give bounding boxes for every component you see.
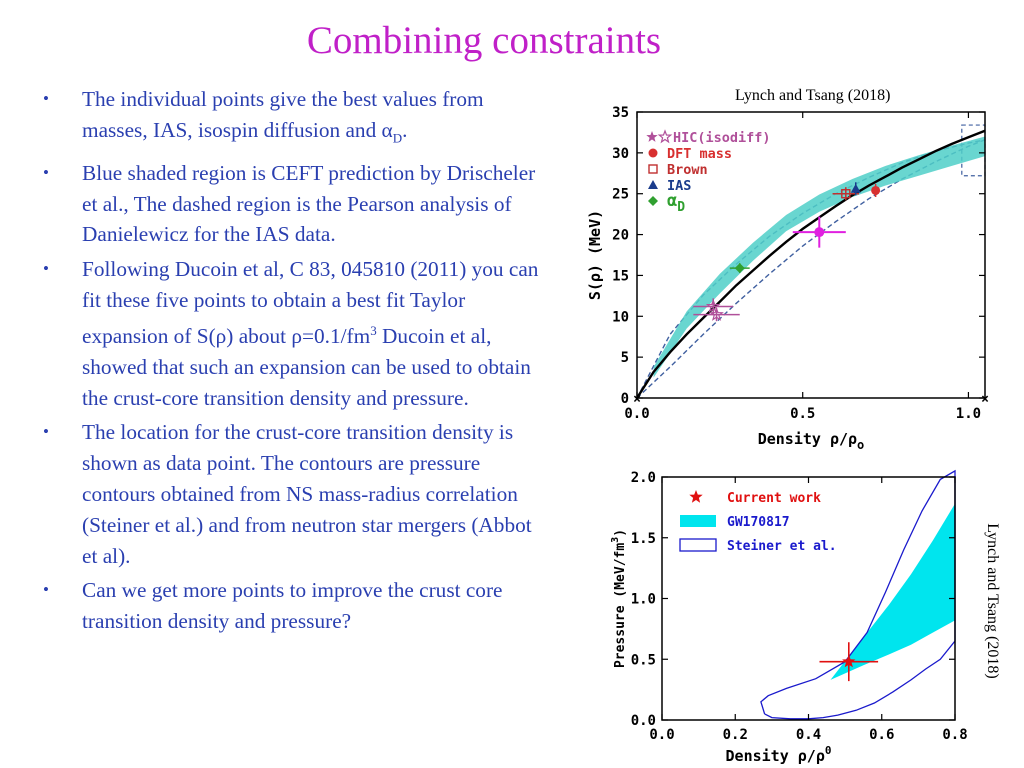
bullet-text: Following Ducoin et al, C 83, 045810 (20… <box>82 257 539 348</box>
legend-marker-open-box <box>679 538 717 552</box>
y-tick-label: 15 <box>612 268 629 284</box>
x-axis-label: Density ρ/ρo <box>758 430 865 452</box>
ceft-band <box>653 136 985 378</box>
legend-label: GW170817 <box>727 515 790 530</box>
legend-label: αD <box>667 191 685 215</box>
legend-label: Current work <box>727 491 821 506</box>
y-tick-label: 2.0 <box>631 470 656 486</box>
bullet-text: Ducoin et al, showed that such an expans… <box>82 323 531 410</box>
legend-marker-circle <box>648 148 658 158</box>
data-point-ias <box>850 183 861 193</box>
bullet-text: Blue shaded region is CEFT prediction by… <box>82 160 536 247</box>
y-axis-label: S(ρ) (MeV) <box>586 210 604 300</box>
current-work-point <box>842 654 856 668</box>
legend-marker-star <box>689 490 703 503</box>
x-tick-label: 0.6 <box>869 727 894 743</box>
x-tick-label: 1.0 <box>956 406 981 422</box>
plot-frame <box>636 111 986 399</box>
y-axis-label: Pressure (MeV/fm3) <box>610 529 628 668</box>
data-point-magenta <box>814 227 825 238</box>
y-tick-label: 0.5 <box>631 652 656 668</box>
corner-marker: × <box>633 392 641 407</box>
x-tick-label: 0.2 <box>723 727 748 743</box>
bullet-subscript: D <box>392 130 403 146</box>
legend-marker-diamond <box>648 196 658 206</box>
y-tick-label: 25 <box>612 187 629 203</box>
bullet-text: The location for the crust-core transiti… <box>82 420 532 568</box>
figure-credit-side: Lynch and Tsang (2018) <box>984 523 1001 679</box>
pressure-density-chart: 0.0 0.2 0.4 0.6 0.8 0.0 0.5 1.0 1.5 2.0 Density ρ/… <box>610 462 980 765</box>
data-point-brown <box>841 189 851 199</box>
legend-label: Brown <box>667 162 708 178</box>
legend-label: DFT mass <box>667 146 732 162</box>
legend-marker-box <box>680 515 716 527</box>
y-tick-label: 35 <box>612 105 629 121</box>
y-tick-label: 1.5 <box>631 531 656 547</box>
y-tick-label: 1.0 <box>631 592 656 608</box>
bullet-text: about ρ=0.1/fm <box>233 323 371 348</box>
y-tick-label: 0 <box>621 391 629 407</box>
y-tick-label: 30 <box>612 146 629 162</box>
x-tick-label: 0.8 <box>942 727 967 743</box>
bullet-list: The individual points give the best valu… <box>40 84 540 641</box>
y-tick-label: 10 <box>612 309 629 325</box>
x-tick-label: 0.0 <box>624 406 649 422</box>
figure-credit-top: Lynch and Tsang (2018) <box>735 87 891 104</box>
corner-marker: × <box>981 392 989 407</box>
bullet-item: Can we get more points to improve the cr… <box>40 575 540 637</box>
slide-title: Combining constraints <box>306 19 662 62</box>
y-tick-label: 0.0 <box>631 713 656 729</box>
y-tick-label: 20 <box>612 228 629 244</box>
gw170817-band <box>830 503 955 680</box>
plot-mask <box>956 462 980 722</box>
data-point-hic <box>709 306 724 321</box>
bullet-superscript: 3 <box>370 322 377 338</box>
x-axis-label: Density ρ/ρ0 <box>726 744 832 765</box>
bullet-text: Can we get more points to improve the cr… <box>82 578 503 634</box>
bullet-item: The individual points give the best valu… <box>40 84 540 154</box>
bullet-item: The location for the crust-core transiti… <box>40 417 540 571</box>
legend-label: Steiner et al. <box>727 539 837 554</box>
symmetry-energy-chart: 0.0 0.5 1.0 0 5 10 15 20 25 30 35 × × Density ρ/ρo S(ρ… <box>586 105 989 452</box>
x-tick-label: 0.0 <box>649 727 674 743</box>
legend-marker-square <box>648 164 658 174</box>
data-point-alpha-d <box>734 263 745 274</box>
bullet-item: Following Ducoin et al, C 83, 045810 (20… <box>40 254 540 413</box>
bullet-text: The individual points give the best valu… <box>82 87 484 142</box>
best-fit-curve <box>635 129 986 399</box>
data-point-hic <box>705 298 721 313</box>
bullet-text: . <box>402 117 408 142</box>
x-tick-label: 0.4 <box>796 727 821 743</box>
data-point-dft-mass <box>871 185 881 195</box>
bullet-item: Blue shaded region is CEFT prediction by… <box>40 158 540 250</box>
legend-label: HIC(isodiff) <box>673 130 771 146</box>
legend-marker-triangle <box>648 180 658 189</box>
y-tick-label: 5 <box>621 350 629 366</box>
legend-marker-star-open <box>657 129 673 144</box>
legend-marker-star <box>646 131 658 142</box>
x-tick-label: 0.5 <box>790 406 815 422</box>
legend-label: IAS <box>667 178 691 194</box>
